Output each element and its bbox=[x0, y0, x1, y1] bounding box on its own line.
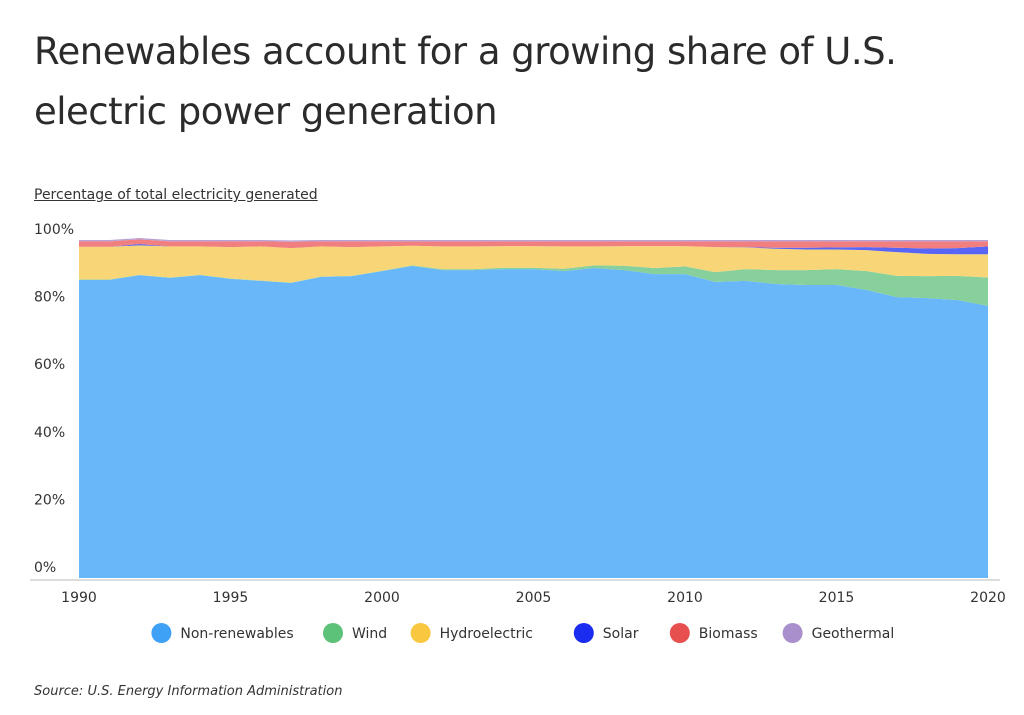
legend-swatch bbox=[782, 623, 803, 643]
x-tick-label: 2015 bbox=[819, 590, 855, 606]
area-solar bbox=[79, 244, 988, 255]
area-biomass bbox=[79, 239, 988, 249]
legend-item-solar[interactable]: Solar bbox=[573, 623, 639, 643]
legend-swatch bbox=[669, 623, 690, 643]
legend-item-geothermal[interactable]: Geothermal bbox=[782, 623, 895, 643]
legend-item-biomass[interactable]: Biomass bbox=[669, 623, 758, 643]
y-tick-label: 60% bbox=[34, 357, 65, 373]
legend-label: Solar bbox=[603, 626, 639, 642]
y-axis-title: Percentage of total electricity generate… bbox=[34, 187, 318, 203]
legend-item-wind[interactable]: Wind bbox=[323, 623, 387, 643]
y-tick-label: 20% bbox=[34, 492, 65, 508]
legend-swatch bbox=[573, 623, 594, 643]
y-tick-label: 100% bbox=[34, 222, 74, 238]
legend-label: Geothermal bbox=[812, 626, 895, 642]
legend-label: Hydroelectric bbox=[440, 626, 533, 642]
chart-title: Renewables account for a growing share o… bbox=[34, 30, 897, 133]
x-tick-label: 2020 bbox=[970, 590, 1006, 606]
legend-label: Non-renewables bbox=[180, 626, 293, 642]
legend-item-hydroelectric[interactable]: Hydroelectric bbox=[410, 623, 533, 643]
y-tick-label: 80% bbox=[34, 290, 65, 306]
legend-label: Wind bbox=[352, 626, 387, 642]
x-tick-label: 1995 bbox=[213, 590, 249, 606]
legend-swatch bbox=[151, 623, 172, 643]
legend-swatch bbox=[410, 623, 431, 643]
y-tick-label: 40% bbox=[34, 425, 65, 441]
area-hydroelectric bbox=[79, 245, 988, 283]
area-wind bbox=[79, 265, 988, 306]
y-tick-label: 0% bbox=[34, 560, 56, 576]
area-geothermal bbox=[79, 237, 988, 242]
source-note: Source: U.S. Energy Information Administ… bbox=[34, 684, 343, 699]
x-tick-label: 2000 bbox=[364, 590, 400, 606]
legend-item-non-renewables[interactable]: Non-renewables bbox=[151, 623, 294, 643]
legend-label: Biomass bbox=[699, 626, 758, 642]
legend-swatch bbox=[323, 623, 343, 643]
x-tick-label: 2005 bbox=[516, 590, 552, 606]
area-non-renewables bbox=[79, 266, 988, 578]
x-tick-label: 1990 bbox=[61, 590, 97, 606]
x-tick-label: 2010 bbox=[667, 590, 703, 606]
